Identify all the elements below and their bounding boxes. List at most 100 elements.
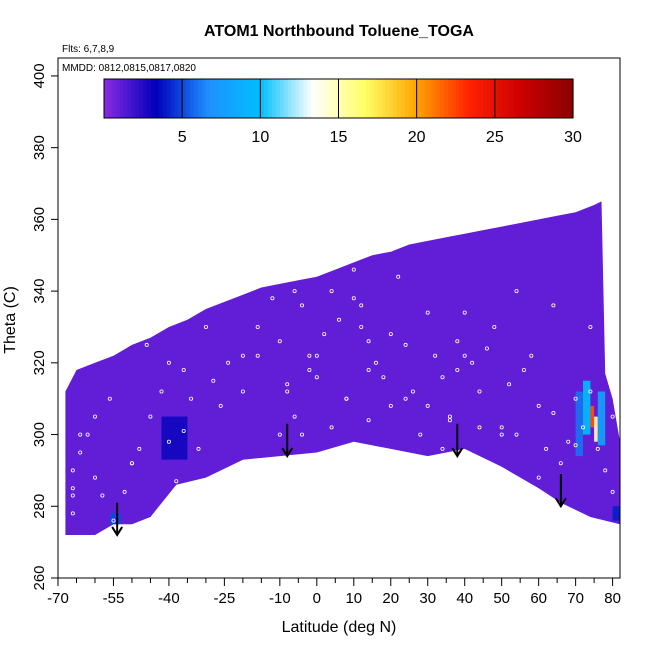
y-tick-label: 360 <box>31 207 48 232</box>
sample-point <box>462 310 467 315</box>
sample-point <box>299 303 304 308</box>
sample-point <box>277 432 282 437</box>
colorbar-swatch <box>272 79 277 118</box>
colorbar-swatch <box>111 79 117 118</box>
sample-point <box>336 317 341 322</box>
sample-point <box>329 289 334 294</box>
colorbar-swatch <box>248 79 254 118</box>
colorbar-swatch <box>146 79 152 118</box>
colorbar-swatch <box>244 79 250 118</box>
colorbar-swatch <box>342 79 347 118</box>
sample-point <box>285 389 290 394</box>
sample-point <box>351 446 356 451</box>
sample-point <box>514 289 519 294</box>
colorbar-swatch <box>143 79 148 118</box>
colorbar-swatch <box>350 79 355 118</box>
colorbar-swatch <box>389 79 394 118</box>
colorbar-tick-label: 30 <box>564 129 582 146</box>
sample-point <box>536 475 541 480</box>
colorbar-swatch <box>315 79 320 118</box>
y-axis-label: Theta (C) <box>2 286 19 354</box>
sample-point <box>366 339 371 344</box>
colorbar-swatch <box>490 79 496 118</box>
sample-point <box>285 382 290 387</box>
colorbar-swatch <box>123 79 129 118</box>
heatmap-cell <box>161 416 188 460</box>
colorbar: 5 10 15 20 25 30 <box>103 78 582 146</box>
sample-point <box>189 396 194 401</box>
sample-point <box>292 289 297 294</box>
sample-point <box>159 389 164 394</box>
colorbar-tick-label: 20 <box>408 129 426 146</box>
sample-point <box>344 396 349 401</box>
sample-point <box>418 432 423 437</box>
y-tick-label: 280 <box>31 494 48 519</box>
x-tick-label: 10 <box>345 590 362 607</box>
colorbar-swatch <box>150 79 156 118</box>
colorbar-swatch <box>373 79 379 118</box>
colorbar-swatch <box>416 79 422 118</box>
sample-point <box>307 353 312 358</box>
sample-point <box>226 360 231 365</box>
colorbar-swatch <box>186 79 191 118</box>
sample-point <box>85 432 90 437</box>
colorbar-swatch <box>479 79 484 118</box>
colorbar-swatch <box>510 79 515 118</box>
sample-point <box>558 461 563 466</box>
sample-point <box>181 428 186 433</box>
sample-point <box>240 389 245 394</box>
x-axis-label: Latitude (deg N) <box>282 619 397 636</box>
sample-point <box>470 360 475 365</box>
colorbar-swatch <box>287 79 293 118</box>
colorbar-swatch <box>397 79 402 118</box>
sample-point <box>174 479 179 484</box>
heatmap-cell <box>612 506 620 521</box>
x-tick-label: -55 <box>103 590 125 607</box>
sample-point <box>70 468 75 473</box>
colorbar-swatch <box>170 79 175 118</box>
colorbar-swatch <box>260 79 265 118</box>
colorbar-swatch <box>131 79 136 118</box>
sample-point <box>425 403 430 408</box>
sample-point <box>111 518 116 523</box>
colorbar-tick-label: 10 <box>251 129 269 146</box>
colorbar-swatch <box>201 79 207 118</box>
colorbar-swatch <box>549 79 555 118</box>
sample-point <box>329 425 334 430</box>
colorbar-tick-label: 5 <box>178 129 187 146</box>
sample-point <box>499 432 504 437</box>
colorbar-swatch <box>471 79 476 118</box>
sample-point <box>292 271 297 276</box>
sample-point <box>581 425 586 430</box>
colorbar-swatch <box>115 79 121 118</box>
sample-point <box>610 414 615 419</box>
colorbar-swatch <box>178 79 183 118</box>
plot-area <box>65 201 620 537</box>
sample-point <box>447 414 452 419</box>
sample-point <box>322 332 327 337</box>
sample-point <box>255 324 260 329</box>
sample-point <box>314 353 319 358</box>
sample-point <box>218 403 223 408</box>
colorbar-swatch <box>424 79 429 118</box>
colorbar-swatch <box>365 79 371 118</box>
colorbar-swatch <box>275 79 281 118</box>
colorbar-swatch <box>221 79 226 118</box>
colorbar-swatch <box>483 79 488 118</box>
colorbar-swatch <box>467 79 472 118</box>
chart-title: ATOM1 Northbound Toluene_TOGA <box>204 23 474 40</box>
sample-points <box>70 267 615 523</box>
sample-point <box>314 375 319 380</box>
colorbar-swatch <box>408 79 414 118</box>
x-tick-label: 0 <box>313 590 321 607</box>
sample-point <box>403 342 408 347</box>
colorbar-swatch <box>291 79 297 118</box>
colorbar-swatch <box>412 79 418 118</box>
colorbar-swatch <box>463 79 469 118</box>
colorbar-swatch <box>346 79 351 118</box>
colorbar-swatch <box>545 79 551 118</box>
sample-point <box>536 403 541 408</box>
colorbar-swatch <box>225 79 230 118</box>
colorbar-swatch <box>537 79 543 118</box>
flights-annotation: Flts: 6,7,8,9 <box>62 44 115 55</box>
